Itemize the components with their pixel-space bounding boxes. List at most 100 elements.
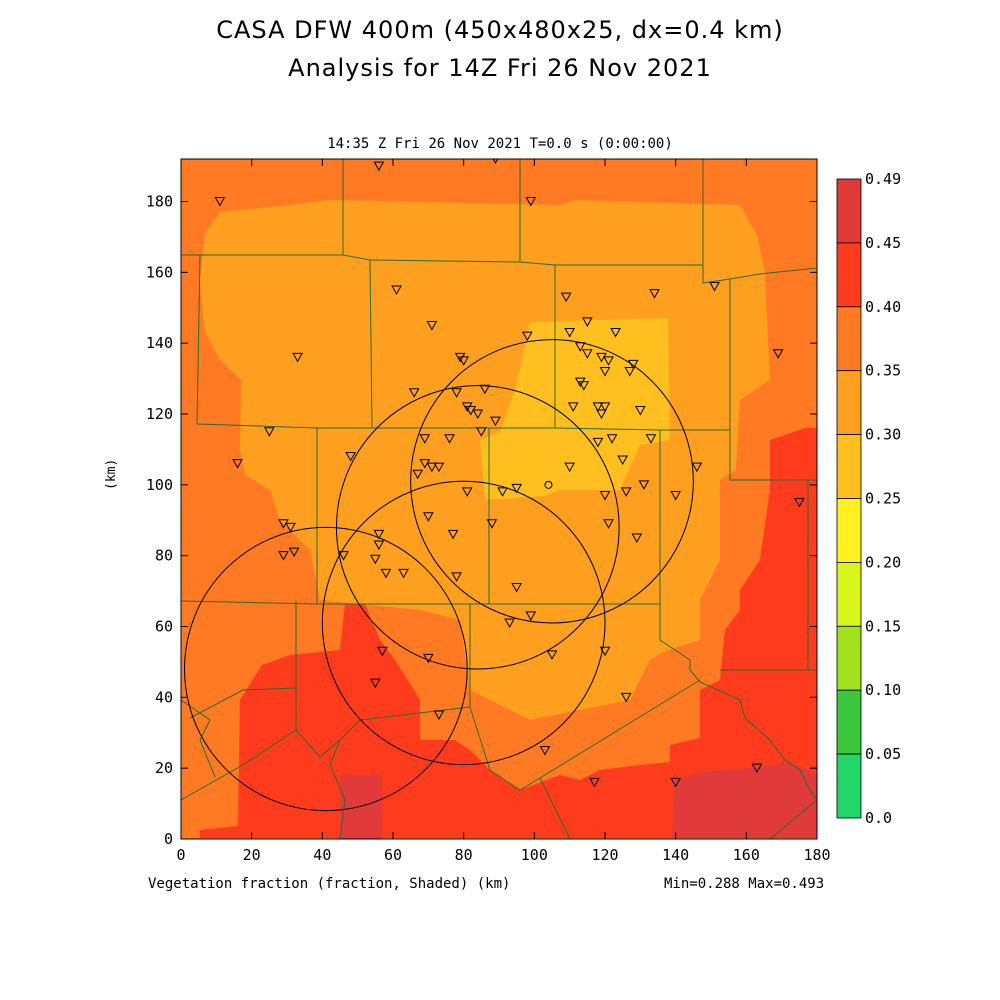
station-marker bbox=[603, 519, 614, 529]
station-marker bbox=[504, 618, 515, 628]
map-title-line2: Analysis for 14Z Fri 26 Nov 2021 bbox=[288, 54, 712, 82]
x-tick-label: 120 bbox=[591, 846, 618, 864]
colorbar-label: 0.20 bbox=[865, 553, 901, 571]
station-marker bbox=[539, 745, 551, 756]
footer-min-max: Min=0.288 Max=0.493 bbox=[664, 876, 825, 892]
colorbar-label: 0.25 bbox=[865, 490, 901, 508]
station-marker bbox=[592, 402, 604, 412]
station-marker bbox=[458, 356, 470, 366]
y-tick-label: 120 bbox=[146, 405, 173, 423]
station-marker bbox=[578, 381, 590, 391]
station-marker bbox=[620, 692, 632, 703]
y-tick-label: 80 bbox=[155, 547, 173, 565]
station-marker bbox=[447, 529, 459, 540]
station-marker bbox=[263, 427, 275, 437]
colorbar-swatch bbox=[836, 306, 862, 372]
station-marker bbox=[599, 646, 611, 657]
y-tick-label: 40 bbox=[155, 688, 173, 706]
y-tick-label: 100 bbox=[146, 476, 173, 494]
shaded-field bbox=[181, 159, 817, 839]
station-marker bbox=[610, 328, 621, 338]
station-marker bbox=[486, 519, 498, 529]
colorbar-label: 0.45 bbox=[865, 234, 901, 252]
footer-field-label: Vegetation fraction (fraction, Shaded) (… bbox=[148, 876, 511, 892]
station-marker bbox=[419, 434, 431, 444]
y-tick-label: 180 bbox=[146, 193, 173, 211]
station-marker bbox=[451, 572, 462, 582]
y-tick-label: 0 bbox=[164, 830, 173, 848]
station-marker bbox=[373, 529, 385, 540]
colorbar-label: 0.05 bbox=[865, 745, 901, 763]
station-marker bbox=[426, 320, 438, 331]
station-marker bbox=[465, 405, 477, 416]
colorbar-label: 0.49 bbox=[865, 170, 901, 188]
x-tick-label: 20 bbox=[243, 846, 261, 864]
station-marker bbox=[391, 285, 402, 296]
colorbar-swatch bbox=[836, 498, 862, 563]
colorbar: 0.49 0.45 0.40 0.35 0.30 0.25 0.20 0.15 0.10 0.05… bbox=[836, 170, 901, 827]
colorbar-label: 0.30 bbox=[865, 426, 901, 444]
station-marker bbox=[412, 469, 424, 480]
station-marker bbox=[596, 409, 607, 420]
station-marker bbox=[475, 427, 487, 437]
colorbar-label: 0.10 bbox=[865, 681, 901, 699]
plot-frame bbox=[180, 158, 818, 840]
station-marker bbox=[511, 583, 523, 593]
colorbar-swatch bbox=[836, 625, 862, 691]
station-marker bbox=[624, 367, 636, 377]
station-marker bbox=[560, 292, 572, 303]
station-marker bbox=[564, 328, 576, 338]
station-marker bbox=[709, 282, 720, 292]
station-marker bbox=[419, 459, 431, 469]
field-045-049 bbox=[340, 775, 382, 839]
station-marker bbox=[285, 522, 296, 533]
station-marker bbox=[645, 434, 657, 444]
y-tick-label: 20 bbox=[155, 759, 173, 777]
station-marker bbox=[377, 646, 388, 657]
station-marker bbox=[567, 402, 579, 412]
y-tick-label: 60 bbox=[155, 618, 173, 636]
y-tick-label: 140 bbox=[146, 334, 173, 352]
station-marker bbox=[369, 554, 381, 565]
station-marker bbox=[278, 519, 289, 529]
station-marker bbox=[444, 434, 455, 444]
radar-range-rings bbox=[184, 339, 694, 812]
station-marker bbox=[472, 409, 484, 420]
station-marker bbox=[422, 512, 434, 522]
field-045-049 bbox=[672, 762, 817, 838]
station-marker bbox=[606, 434, 618, 444]
station-marker bbox=[649, 289, 660, 299]
station-markers bbox=[214, 159, 805, 788]
station-marker bbox=[426, 462, 438, 473]
x-tick-label: 0 bbox=[176, 846, 185, 864]
station-marker bbox=[574, 342, 586, 352]
station-marker bbox=[525, 197, 537, 207]
colorbar-swatch bbox=[836, 434, 862, 499]
station-marker bbox=[691, 462, 703, 473]
colorbar-swatch bbox=[836, 370, 862, 436]
colorbar-label: 0.40 bbox=[865, 298, 901, 316]
x-tick-label: 60 bbox=[384, 846, 402, 864]
station-marker bbox=[564, 462, 576, 473]
station-marker bbox=[373, 161, 385, 172]
x-tick-label: 160 bbox=[733, 846, 760, 864]
station-marker bbox=[525, 611, 537, 621]
county-boundaries bbox=[181, 159, 817, 839]
station-marker bbox=[589, 777, 600, 788]
axes: 0 20 40 60 80 100 120 140 160 180 0 20 40 60 80 100 120 1… bbox=[146, 159, 831, 864]
range-ring bbox=[410, 339, 694, 624]
colorbar-swatch bbox=[836, 753, 862, 819]
field-040-045 bbox=[200, 428, 817, 838]
station-marker bbox=[338, 551, 349, 561]
station-marker bbox=[451, 388, 462, 398]
station-marker bbox=[511, 483, 523, 494]
colorbar-label: 0.35 bbox=[865, 362, 901, 380]
station-marker bbox=[369, 678, 381, 689]
x-tick-label: 40 bbox=[313, 846, 331, 864]
station-marker bbox=[599, 402, 611, 412]
station-marker bbox=[546, 650, 558, 660]
station-marker bbox=[288, 547, 300, 558]
station-marker bbox=[751, 763, 763, 774]
station-marker bbox=[292, 352, 303, 363]
